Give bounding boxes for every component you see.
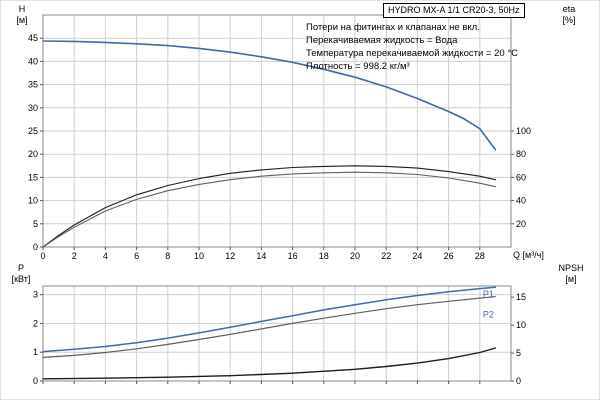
annotation-line: Плотность = 998.2 кг/м³ xyxy=(306,61,410,72)
curve-P2 xyxy=(42,296,496,358)
x-tick-label: 8 xyxy=(165,251,170,261)
eta-axis-dim: [%] xyxy=(562,15,576,25)
npsh-axis-label: NPSH xyxy=(558,263,584,273)
curve-label-P1: P1 xyxy=(483,289,494,299)
eta-axis-label: eta xyxy=(562,4,576,14)
right-tick-label: 60 xyxy=(516,172,526,182)
h-axis-dim: [м] xyxy=(16,15,28,25)
x-tick-label: 24 xyxy=(412,251,422,261)
x-tick-label: 12 xyxy=(225,251,235,261)
x-tick-label: 14 xyxy=(256,251,266,261)
h-axis-label: H xyxy=(18,4,26,14)
plot-frame xyxy=(42,285,512,382)
left-tick-label: 45 xyxy=(28,33,38,43)
bottom-left-axis-unit: P [кВт] xyxy=(3,263,39,285)
left-tick-label: 3 xyxy=(33,290,38,300)
top-left-axis-unit: H [м] xyxy=(7,4,37,26)
x-tick-label: 2 xyxy=(72,251,77,261)
x-tick-label: 6 xyxy=(134,251,139,261)
right-tick-label: 0 xyxy=(516,376,521,386)
left-tick-label: 25 xyxy=(28,126,38,136)
left-tick-label: 2 xyxy=(33,318,38,328)
left-tick-label: 35 xyxy=(28,80,38,90)
right-tick-label: 10 xyxy=(516,320,526,330)
left-tick-label: 40 xyxy=(28,56,38,66)
right-tick-label: 40 xyxy=(516,196,526,206)
annotation-line: Потери на фитингах и клапанах не вкл. xyxy=(306,22,480,33)
left-tick-label: 15 xyxy=(28,172,38,182)
right-tick-label: 15 xyxy=(516,292,526,302)
left-tick-label: 20 xyxy=(28,149,38,159)
x-tick-label: 16 xyxy=(288,251,298,261)
top-right-axis-unit: eta [%] xyxy=(551,4,587,26)
x-tick-label: 26 xyxy=(444,251,454,261)
x-tick-label: 0 xyxy=(40,251,45,261)
curve-label-P2: P2 xyxy=(483,310,494,320)
curve-H-curve xyxy=(42,40,497,151)
p-axis-dim: [кВт] xyxy=(11,274,31,284)
chart-title-box: HYDRO MX-A 1/1 CR20-3, 50Hz xyxy=(383,3,525,18)
left-tick-label: 0 xyxy=(33,376,38,386)
x-tick-label: 28 xyxy=(475,251,485,261)
x-tick-label: 10 xyxy=(194,251,204,261)
left-tick-label: 10 xyxy=(28,196,38,206)
x-tick-label: 20 xyxy=(350,251,360,261)
right-tick-label: 20 xyxy=(516,219,526,229)
curve-NPSH xyxy=(42,347,497,380)
curve-eta-unit xyxy=(42,171,496,248)
curve-P1 xyxy=(42,286,497,353)
annotation-line: Температура перекачиваемой жидкости = 20… xyxy=(306,48,518,59)
curve-eta-pump xyxy=(42,165,496,248)
left-tick-label: 1 xyxy=(33,347,38,357)
x-tick-label: 22 xyxy=(381,251,391,261)
x-tick-label: 4 xyxy=(103,251,108,261)
right-tick-label: 100 xyxy=(516,126,531,136)
npsh-axis-dim: [м] xyxy=(565,274,577,284)
bottom-right-axis-unit: NPSH [м] xyxy=(545,263,597,285)
chart-annotations: Потери на фитингах и клапанах не вкл. Пе… xyxy=(306,21,518,73)
p-axis-label: P xyxy=(17,263,24,273)
q-axis-label: Q [м³/ч] xyxy=(513,250,544,260)
left-tick-label: 0 xyxy=(33,242,38,252)
right-tick-label: 5 xyxy=(516,348,521,358)
right-tick-label: 80 xyxy=(516,149,526,159)
left-tick-label: 5 xyxy=(33,219,38,229)
x-tick-label: 18 xyxy=(319,251,329,261)
annotation-line: Перекачиваемая жидкость = Вода xyxy=(306,35,458,46)
left-tick-label: 30 xyxy=(28,103,38,113)
